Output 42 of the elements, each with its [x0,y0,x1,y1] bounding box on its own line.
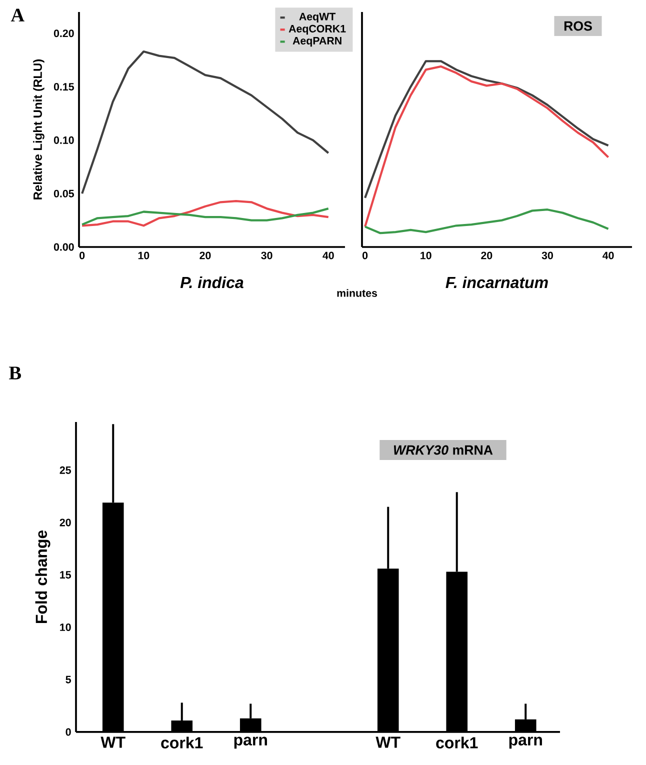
y-tick-label: 25 [60,466,71,474]
x-tick-label: parn [509,736,542,749]
text: B [9,366,21,380]
y-tick-label: 5 [66,676,71,684]
x-tick-label: cork1 [161,736,203,748]
line-series [81,50,330,195]
text: minutes [337,289,378,297]
y-axis-title: Relative Light Unit (RLU) [33,59,44,200]
y-tick-label: 0.00 [54,243,74,251]
x-tick-label: 0 [80,252,85,260]
x-tick-label: 20 [481,252,492,260]
y-tick-label: 0.15 [54,83,74,91]
legend-label: AeqPARN [292,37,342,47]
y-axis-title: Fold change [35,530,50,624]
x-axis-title: F. incarnatum [446,276,548,288]
annotation: ROS [564,21,592,31]
legend-label: AeqCORK1 [288,24,346,35]
y-tick-label: 10 [60,623,71,632]
y-tick-label: 0.05 [54,190,74,198]
line-series [81,207,330,226]
x-tick-label: parn [234,736,267,749]
legend-label: AeqWT [299,12,336,22]
line-series [81,200,330,227]
y-tick-label: 15 [60,571,71,579]
text: A [10,8,24,22]
y-tick-label: 0.20 [54,30,74,38]
x-tick-label: 40 [322,252,334,260]
y-tick-label: 0.10 [54,136,74,144]
x-tick-label: WT [376,736,400,748]
x-tick-label: WT [100,736,126,748]
x-tick-label: 30 [542,252,553,260]
x-axis-title: P. indica [180,276,244,288]
x-tick-label: 0 [362,252,368,260]
x-tick-label: 40 [602,252,614,260]
x-tick-label: 30 [261,252,272,260]
annotation: WRKY30 mRNA [394,445,493,455]
y-tick-label: 20 [60,518,71,526]
x-tick-label: 10 [420,252,432,260]
y-tick-label: 0 [66,728,71,736]
x-tick-label: 20 [200,252,211,260]
x-tick-label: 10 [138,252,150,260]
x-tick-label: cork1 [436,736,478,748]
